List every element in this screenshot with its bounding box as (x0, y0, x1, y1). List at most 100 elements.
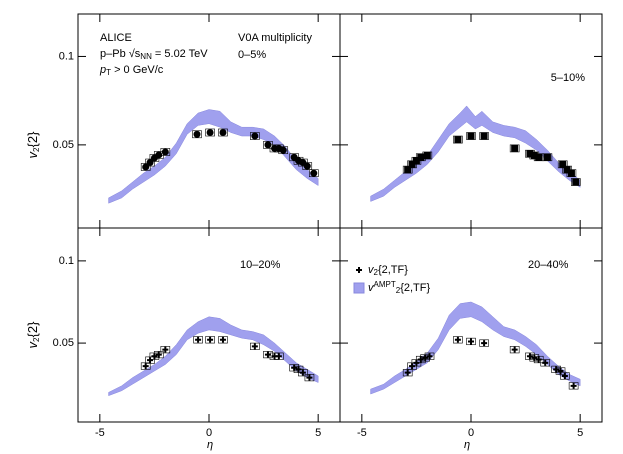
data-point (219, 128, 227, 136)
text-part: v (368, 282, 375, 294)
syst-box (424, 352, 435, 360)
data-point (404, 369, 411, 376)
text-part: {2,TF} (400, 282, 430, 294)
data-point (570, 382, 577, 389)
syst-box (263, 351, 273, 359)
data-point (423, 151, 431, 159)
data-point (142, 163, 150, 171)
data-point (162, 346, 169, 353)
syst-box (250, 342, 260, 350)
data-point (511, 144, 519, 152)
syst-box (479, 339, 489, 347)
data-point (310, 169, 318, 177)
data-point (251, 132, 259, 140)
data-point (572, 178, 580, 186)
data-point (535, 153, 543, 161)
data-point (542, 359, 549, 366)
x-tick-label: 0 (206, 427, 212, 439)
data-point (195, 336, 202, 343)
syst-box (193, 336, 203, 344)
text-part: = 5.02 TeV (152, 48, 208, 60)
syst-box (542, 153, 553, 162)
syst-box (153, 351, 164, 359)
data-point (559, 160, 567, 168)
y-tick-label: 0.05 (53, 337, 74, 349)
syst-box (304, 374, 315, 382)
syst-box (570, 178, 581, 186)
x-axis-label: η (464, 439, 470, 451)
x-tick-label: 5 (315, 427, 321, 439)
data-point (161, 148, 169, 156)
x-tick-label: 0 (468, 427, 474, 439)
data-point (206, 128, 214, 136)
model-band (108, 316, 319, 397)
syst-box (205, 128, 215, 137)
data-point (146, 159, 154, 167)
panel-frame (339, 227, 603, 423)
data-point (561, 372, 568, 379)
data-point (404, 166, 412, 174)
data-point (481, 340, 488, 347)
data-point (142, 363, 149, 370)
y-tick-label: 0.1 (59, 255, 74, 267)
panel-title: 10–20% (240, 259, 281, 271)
syst-box (422, 151, 433, 160)
text-part: 2 (32, 147, 41, 152)
syst-box (218, 128, 228, 137)
data-point (251, 343, 258, 350)
syst-box (466, 132, 476, 140)
data-point (219, 336, 226, 343)
y-axis-label: v2{2} (25, 131, 40, 159)
text-part: p–Pb (100, 48, 129, 60)
syst-box (298, 369, 308, 377)
text-part: AMPT (374, 280, 396, 289)
syst-box (278, 146, 289, 155)
data-point (303, 162, 311, 170)
data-point (155, 351, 162, 358)
legend-marker (356, 267, 362, 273)
data-point (511, 346, 518, 353)
data-point (426, 353, 433, 360)
experiment: ALICE (100, 32, 132, 44)
text-part: v (25, 150, 40, 158)
syst-box (466, 337, 476, 346)
pt-range: pT > 0 GeV/c (99, 64, 164, 77)
x-tick-label: -5 (357, 427, 367, 439)
legend-label: vAMPT2{2,TF} (368, 280, 430, 295)
data-point (299, 369, 306, 376)
text-part: > 0 GeV/c (111, 64, 164, 76)
collision-system: p–Pb √sNN = 5.02 TeV (100, 48, 208, 61)
legend-swatch (353, 282, 365, 294)
text-part: 2 (32, 337, 41, 342)
syst-box (560, 372, 570, 380)
legend-label: v2{2,TF} (368, 264, 408, 277)
text-part: {2} (25, 321, 40, 338)
text-part: 2 (396, 286, 401, 295)
data-point (279, 146, 287, 154)
model-band (108, 109, 319, 204)
syst-box (566, 169, 577, 178)
y-tick-label: 0.05 (53, 139, 74, 151)
x-tick-label: 5 (577, 427, 583, 439)
syst-box (160, 148, 171, 156)
data-point (417, 153, 425, 161)
text-part: √s (129, 48, 141, 60)
text-part: {2} (25, 131, 40, 148)
syst-box (218, 336, 228, 344)
data-point (275, 353, 282, 360)
data-point (543, 153, 551, 161)
data-point (454, 336, 461, 343)
data-point (193, 130, 201, 138)
text-part: NN (140, 52, 152, 61)
y-axis-label: v2{2} (25, 321, 40, 349)
panel-title: 5–10% (551, 72, 585, 84)
x-axis-label: η (207, 439, 213, 451)
data-point (454, 136, 462, 144)
syst-box (160, 346, 171, 354)
syst-box (540, 359, 551, 367)
syst-box (453, 336, 463, 344)
syst-box (509, 346, 520, 354)
syst-box (205, 336, 215, 344)
panel-title: 20–40% (528, 259, 569, 271)
